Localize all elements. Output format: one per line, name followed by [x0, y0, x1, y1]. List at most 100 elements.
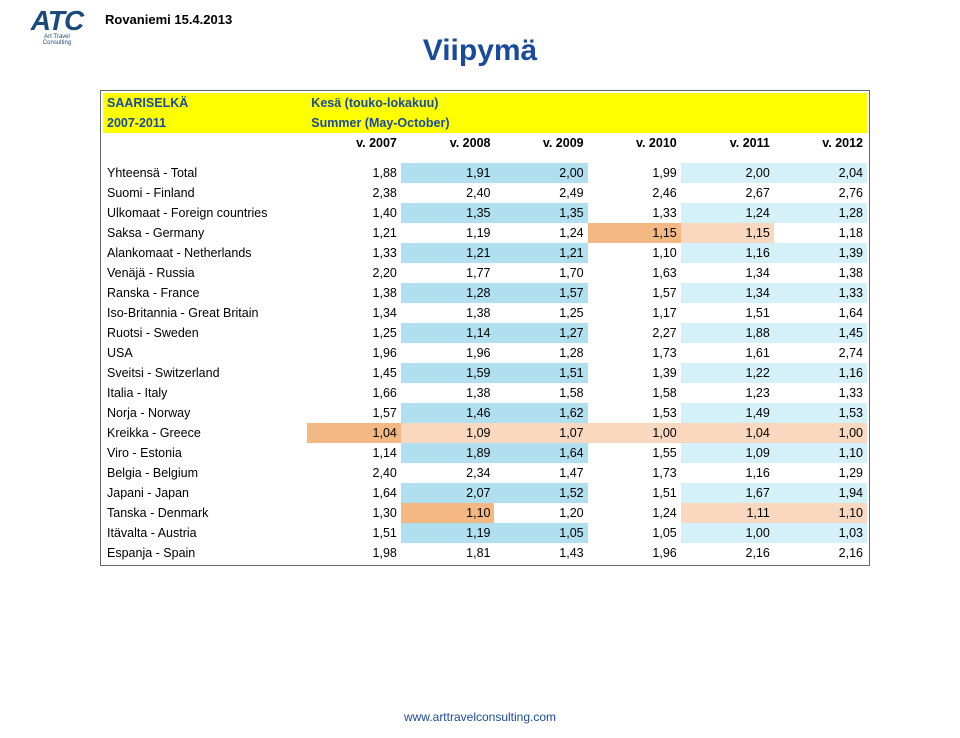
table-row: Italia - Italy1,661,381,581,581,231,33	[103, 383, 867, 403]
cell-value: 1,51	[588, 483, 681, 503]
cell-value: 1,61	[681, 343, 774, 363]
cell-value: 1,46	[401, 403, 495, 423]
table-row: Japani - Japan1,642,071,521,511,671,94	[103, 483, 867, 503]
row-label: Sveitsi - Switzerland	[103, 363, 307, 383]
cell-value: 1,39	[588, 363, 681, 383]
cell-value: 1,05	[494, 523, 587, 543]
cell-value: 1,43	[494, 543, 587, 563]
cell-value: 1,21	[401, 243, 495, 263]
cell-value: 1,10	[774, 443, 867, 463]
cell-value: 1,96	[588, 543, 681, 563]
cell-value: 2,16	[681, 543, 774, 563]
cell-value: 2,40	[401, 183, 495, 203]
row-label: Ranska - France	[103, 283, 307, 303]
data-table: SAARISELKÄ Kesä (touko-lokakuu) 2007-201…	[103, 93, 867, 563]
cell-value: 1,64	[494, 443, 587, 463]
cell-value: 1,63	[588, 263, 681, 283]
cell-value: 1,38	[401, 303, 495, 323]
cell-value: 1,59	[401, 363, 495, 383]
row-label: Yhteensä - Total	[103, 163, 307, 183]
cell-value: 1,14	[401, 323, 495, 343]
cell-value: 1,66	[307, 383, 401, 403]
row-label: Italia - Italy	[103, 383, 307, 403]
cell-value: 1,33	[774, 383, 867, 403]
cell-value: 1,22	[681, 363, 774, 383]
cell-value: 2,00	[681, 163, 774, 183]
cell-value: 1,67	[681, 483, 774, 503]
cell-value: 1,34	[681, 263, 774, 283]
cell-value: 1,47	[494, 463, 587, 483]
row-label: USA	[103, 343, 307, 363]
cell-value: 2,49	[494, 183, 587, 203]
cell-value: 1,20	[494, 503, 587, 523]
hdr2-y2011: v. 2011	[681, 133, 774, 153]
cell-value: 1,11	[681, 503, 774, 523]
row-label: Ulkomaat - Foreign countries	[103, 203, 307, 223]
cell-value: 1,04	[681, 423, 774, 443]
row-label: Saksa - Germany	[103, 223, 307, 243]
spacer-row	[103, 153, 867, 163]
logo-text-top: ATC	[22, 10, 92, 32]
cell-value: 1,00	[774, 423, 867, 443]
cell-value: 1,89	[401, 443, 495, 463]
hdr2-blank	[103, 133, 307, 153]
data-table-wrap: SAARISELKÄ Kesä (touko-lokakuu) 2007-201…	[100, 90, 870, 566]
cell-value: 2,27	[588, 323, 681, 343]
cell-value: 2,67	[681, 183, 774, 203]
cell-value: 1,77	[401, 263, 495, 283]
cell-value: 1,28	[401, 283, 495, 303]
cell-value: 1,00	[588, 423, 681, 443]
row-label: Kreikka - Greece	[103, 423, 307, 443]
cell-value: 1,19	[401, 523, 495, 543]
hdr1b-period: Summer (May-October)	[307, 113, 494, 133]
cell-value: 1,34	[681, 283, 774, 303]
cell-value: 1,88	[307, 163, 401, 183]
cell-value: 2,46	[588, 183, 681, 203]
table-row: Yhteensä - Total1,881,912,001,992,002,04	[103, 163, 867, 183]
table-header-1: SAARISELKÄ Kesä (touko-lokakuu)	[103, 93, 867, 113]
table-row: Saksa - Germany1,211,191,241,151,151,18	[103, 223, 867, 243]
cell-value: 1,23	[681, 383, 774, 403]
table-row: Ulkomaat - Foreign countries1,401,351,35…	[103, 203, 867, 223]
cell-value: 1,96	[307, 343, 401, 363]
cell-value: 1,64	[307, 483, 401, 503]
hdr1-period: Kesä (touko-lokakuu)	[307, 93, 494, 113]
cell-value: 1,73	[588, 463, 681, 483]
cell-value: 1,15	[588, 223, 681, 243]
cell-value: 1,38	[307, 283, 401, 303]
cell-value: 2,40	[307, 463, 401, 483]
cell-value: 1,07	[494, 423, 587, 443]
cell-value: 1,81	[401, 543, 495, 563]
row-label: Iso-Britannia - Great Britain	[103, 303, 307, 323]
cell-value: 1,57	[494, 283, 587, 303]
cell-value: 1,00	[681, 523, 774, 543]
cell-value: 1,24	[494, 223, 587, 243]
cell-value: 2,34	[401, 463, 495, 483]
cell-value: 1,09	[681, 443, 774, 463]
cell-value: 1,05	[588, 523, 681, 543]
cell-value: 2,16	[774, 543, 867, 563]
hdr2-y2010: v. 2010	[588, 133, 681, 153]
cell-value: 1,04	[307, 423, 401, 443]
cell-value: 2,20	[307, 263, 401, 283]
cell-value: 1,35	[494, 203, 587, 223]
cell-value: 1,99	[588, 163, 681, 183]
cell-value: 1,25	[494, 303, 587, 323]
hdr2-y2012: v. 2012	[774, 133, 867, 153]
cell-value: 1,14	[307, 443, 401, 463]
cell-value: 1,51	[681, 303, 774, 323]
table-header-years: v. 2007 v. 2008 v. 2009 v. 2010 v. 2011 …	[103, 133, 867, 153]
cell-value: 1,58	[494, 383, 587, 403]
cell-value: 1,53	[588, 403, 681, 423]
cell-value: 1,10	[401, 503, 495, 523]
cell-value: 1,57	[588, 283, 681, 303]
cell-value: 1,45	[774, 323, 867, 343]
row-label: Espanja - Spain	[103, 543, 307, 563]
table-row: Viro - Estonia1,141,891,641,551,091,10	[103, 443, 867, 463]
cell-value: 1,35	[401, 203, 495, 223]
row-label: Japani - Japan	[103, 483, 307, 503]
cell-value: 1,70	[494, 263, 587, 283]
cell-value: 1,88	[681, 323, 774, 343]
cell-value: 1,33	[307, 243, 401, 263]
footer-link[interactable]: www.arttravelconsulting.com	[0, 710, 960, 724]
